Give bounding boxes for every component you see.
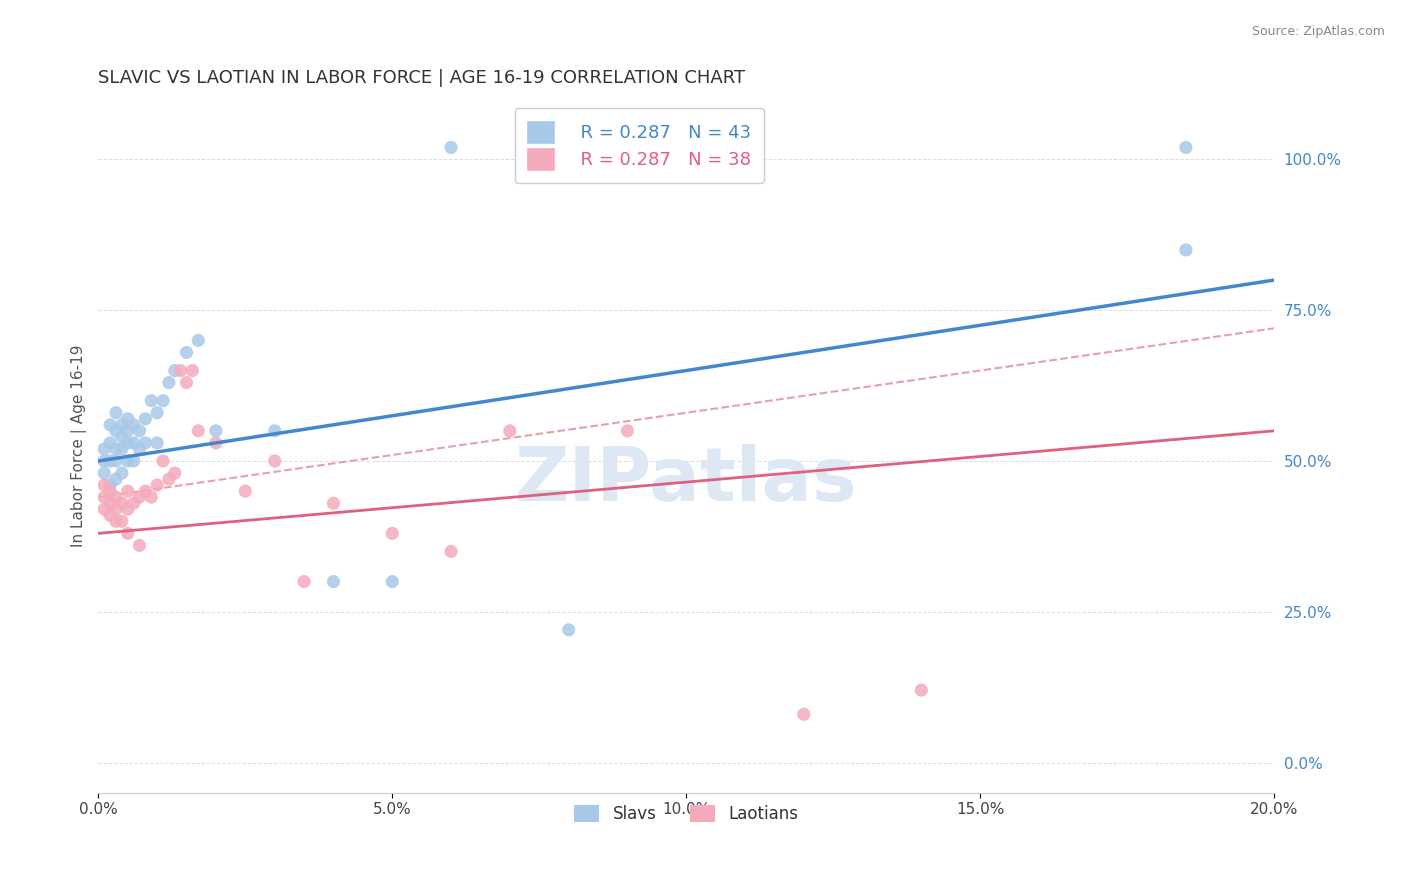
Point — [117, 436, 139, 450]
Point — [104, 424, 127, 438]
Point — [104, 514, 127, 528]
Point — [98, 508, 121, 523]
Point — [322, 496, 344, 510]
Point — [122, 417, 145, 432]
Point — [122, 436, 145, 450]
Point — [93, 478, 115, 492]
Point — [104, 406, 127, 420]
Y-axis label: In Labor Force | Age 16-19: In Labor Force | Age 16-19 — [72, 344, 87, 547]
Point — [117, 411, 139, 425]
Point — [128, 490, 150, 504]
Point — [111, 466, 134, 480]
Point — [440, 140, 463, 154]
Point — [117, 424, 139, 438]
Point — [134, 484, 156, 499]
Point — [134, 436, 156, 450]
Point — [104, 502, 127, 516]
Point — [98, 478, 121, 492]
Text: Source: ZipAtlas.com: Source: ZipAtlas.com — [1251, 25, 1385, 38]
Point — [141, 490, 163, 504]
Point — [322, 574, 344, 589]
Point — [122, 454, 145, 468]
Point — [128, 442, 150, 456]
Point — [128, 424, 150, 438]
Point — [117, 454, 139, 468]
Point — [616, 424, 638, 438]
Point — [117, 526, 139, 541]
Point — [93, 454, 115, 468]
Point — [98, 484, 121, 499]
Point — [111, 430, 134, 444]
Point — [93, 502, 115, 516]
Point — [1174, 140, 1197, 154]
Point — [111, 514, 134, 528]
Point — [93, 442, 115, 456]
Point — [233, 484, 256, 499]
Point — [910, 683, 932, 698]
Point — [117, 502, 139, 516]
Point — [152, 454, 174, 468]
Point — [205, 436, 228, 450]
Point — [93, 490, 115, 504]
Point — [169, 363, 191, 377]
Point — [117, 484, 139, 499]
Legend: Slavs, Laotians: Slavs, Laotians — [564, 795, 808, 833]
Point — [104, 472, 127, 486]
Text: SLAVIC VS LAOTIAN IN LABOR FORCE | AGE 16-19 CORRELATION CHART: SLAVIC VS LAOTIAN IN LABOR FORCE | AGE 1… — [98, 69, 745, 87]
Point — [557, 623, 579, 637]
Point — [98, 454, 121, 468]
Point — [152, 393, 174, 408]
Text: ZIPatlas: ZIPatlas — [515, 444, 858, 517]
Point — [141, 393, 163, 408]
Point — [146, 436, 169, 450]
Point — [263, 424, 285, 438]
Point — [499, 424, 522, 438]
Point — [111, 442, 134, 456]
Point — [440, 544, 463, 558]
Point — [98, 417, 121, 432]
Point — [205, 424, 228, 438]
Point — [381, 574, 404, 589]
Point — [176, 376, 198, 390]
Point — [146, 406, 169, 420]
Point — [122, 496, 145, 510]
Point — [111, 496, 134, 510]
Point — [111, 417, 134, 432]
Point — [157, 376, 180, 390]
Point — [176, 345, 198, 359]
Point — [93, 466, 115, 480]
Point — [292, 574, 315, 589]
Point — [104, 442, 127, 456]
Point — [128, 538, 150, 552]
Point — [187, 334, 209, 348]
Point — [263, 454, 285, 468]
Point — [793, 707, 815, 722]
Point — [134, 411, 156, 425]
Point — [104, 490, 127, 504]
Point — [187, 424, 209, 438]
Point — [381, 526, 404, 541]
Point — [181, 363, 204, 377]
Point — [98, 436, 121, 450]
Point — [163, 466, 186, 480]
Point — [1174, 243, 1197, 257]
Point — [98, 496, 121, 510]
Point — [163, 363, 186, 377]
Point — [157, 472, 180, 486]
Point — [146, 478, 169, 492]
Point — [104, 454, 127, 468]
